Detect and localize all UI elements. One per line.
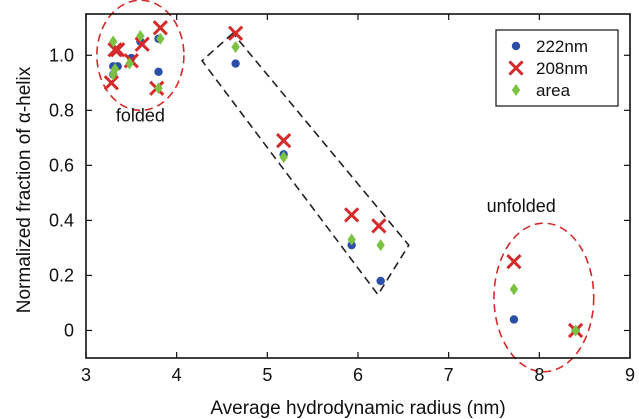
y-tick-label: 0.8 <box>49 100 74 120</box>
data-point-area <box>110 63 120 76</box>
legend-marker-208nm <box>508 60 524 76</box>
data-points <box>103 20 584 339</box>
x-tick-label: 4 <box>172 365 182 385</box>
data-point-222nm <box>231 59 240 68</box>
x-tick-label: 8 <box>534 365 544 385</box>
data-point-208nm <box>152 20 168 36</box>
x-tick-label: 7 <box>444 365 454 385</box>
data-point-area <box>156 32 165 45</box>
annotation-folded: folded <box>116 105 165 125</box>
data-point-208nm <box>107 42 123 58</box>
data-point-area <box>279 151 288 164</box>
legend-marker-222nm <box>511 41 521 51</box>
data-point-area <box>509 283 519 296</box>
data-point-208nm <box>227 25 244 41</box>
x-tick-label: 9 <box>625 365 635 385</box>
x-axis-label: Average hydrodynamic radius (nm) <box>210 398 505 419</box>
cluster-circle <box>96 0 185 112</box>
legend-marker-area <box>511 84 521 96</box>
data-point-222nm <box>509 315 519 324</box>
y-tick-label: 0.2 <box>49 265 74 285</box>
series-area <box>109 30 580 337</box>
data-point-222nm <box>376 276 385 286</box>
data-point-208nm <box>276 132 292 149</box>
legend-label-222nm: 222nm <box>536 37 588 56</box>
legend: 222nm 208nm area <box>495 29 619 107</box>
data-point-208nm <box>371 218 387 234</box>
data-point-208nm <box>344 207 360 223</box>
data-point-area <box>154 82 163 95</box>
data-point-area <box>376 239 385 252</box>
x-tick-label: 3 <box>81 365 91 385</box>
legend-label-208nm: 208nm <box>536 59 588 78</box>
data-point-area <box>109 35 118 48</box>
x-tick-label: 6 <box>353 365 363 385</box>
data-point-area <box>231 41 240 54</box>
highlight-regions <box>96 0 595 373</box>
data-point-area <box>125 57 134 70</box>
data-point-208nm <box>506 254 522 270</box>
data-point-area <box>109 68 118 81</box>
y-tick-label: 0 <box>64 320 74 340</box>
data-point-208nm <box>134 36 150 52</box>
data-point-area <box>347 233 356 246</box>
y-axis-label: Normalized fraction of α-helix <box>14 66 35 313</box>
y-tick-label: 1.0 <box>49 45 74 65</box>
axis-ticks: 3 4 5 6 7 8 9 0 0.2 0.4 0.6 0.8 1.0 <box>49 14 635 385</box>
data-point-208nm <box>103 75 120 91</box>
y-tick-label: 0.4 <box>49 210 74 230</box>
annotations: folded unfolded <box>116 105 556 216</box>
cluster-circle <box>493 222 595 373</box>
annotation-unfolded: unfolded <box>487 196 556 216</box>
data-point-area <box>571 324 580 337</box>
data-point-222nm <box>154 67 163 76</box>
data-point-area <box>136 30 145 43</box>
x-tick-label: 5 <box>262 365 272 385</box>
legend-label-area: area <box>536 81 571 100</box>
transition-box <box>200 32 410 297</box>
y-tick-label: 0.6 <box>49 155 74 175</box>
